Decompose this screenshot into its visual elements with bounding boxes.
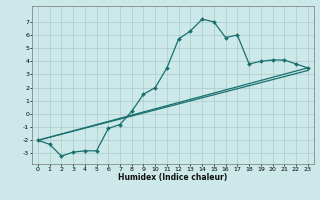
X-axis label: Humidex (Indice chaleur): Humidex (Indice chaleur) [118, 173, 228, 182]
